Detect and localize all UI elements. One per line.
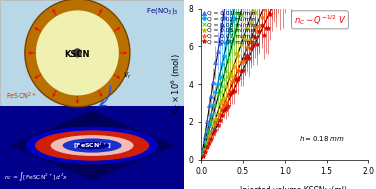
Circle shape bbox=[73, 49, 82, 57]
Bar bbox=[0, 0, 184, 106]
Text: (ml): (ml) bbox=[329, 186, 347, 189]
Ellipse shape bbox=[26, 127, 158, 164]
Text: $V$: $V$ bbox=[324, 186, 332, 189]
Text: KSCN: KSCN bbox=[65, 50, 90, 59]
Ellipse shape bbox=[51, 135, 133, 156]
Text: $n_C\sim Q^{-1/2}\ V$: $n_C\sim Q^{-1/2}\ V$ bbox=[294, 13, 346, 27]
Text: [FeSCN$^{2+}$]: [FeSCN$^{2+}$] bbox=[73, 140, 111, 151]
Text: Injected volume KSCN:: Injected volume KSCN: bbox=[240, 186, 329, 189]
Polygon shape bbox=[11, 112, 173, 180]
Y-axis label: $n_C \times 10^6$ (mol): $n_C \times 10^6$ (mol) bbox=[169, 54, 183, 115]
Circle shape bbox=[36, 10, 119, 95]
Ellipse shape bbox=[76, 142, 109, 149]
Ellipse shape bbox=[63, 138, 121, 153]
Text: $v_r$: $v_r$ bbox=[123, 70, 132, 81]
Text: FeSCN$^{2+}$: FeSCN$^{2+}$ bbox=[6, 91, 36, 102]
Text: Fe(NO$_3$)$_3$: Fe(NO$_3$)$_3$ bbox=[146, 6, 179, 16]
Text: $h = 0.18$ mm: $h = 0.18$ mm bbox=[299, 134, 346, 143]
Legend: Q = 0.01 ml/min, Q = 0.02 ml/min, Q = 0.03 ml/min, Q = 0.05 ml/min, Q = 0.07 ml/: Q = 0.01 ml/min, Q = 0.02 ml/min, Q = 0.… bbox=[202, 10, 256, 45]
Bar bbox=[0, 106, 184, 189]
Text: $n_C = \int [\mathrm{FeSCN}^{2+}]\,d^2x$: $n_C = \int [\mathrm{FeSCN}^{2+}]\,d^2x$ bbox=[4, 171, 68, 183]
Circle shape bbox=[25, 0, 130, 107]
Ellipse shape bbox=[35, 130, 149, 161]
